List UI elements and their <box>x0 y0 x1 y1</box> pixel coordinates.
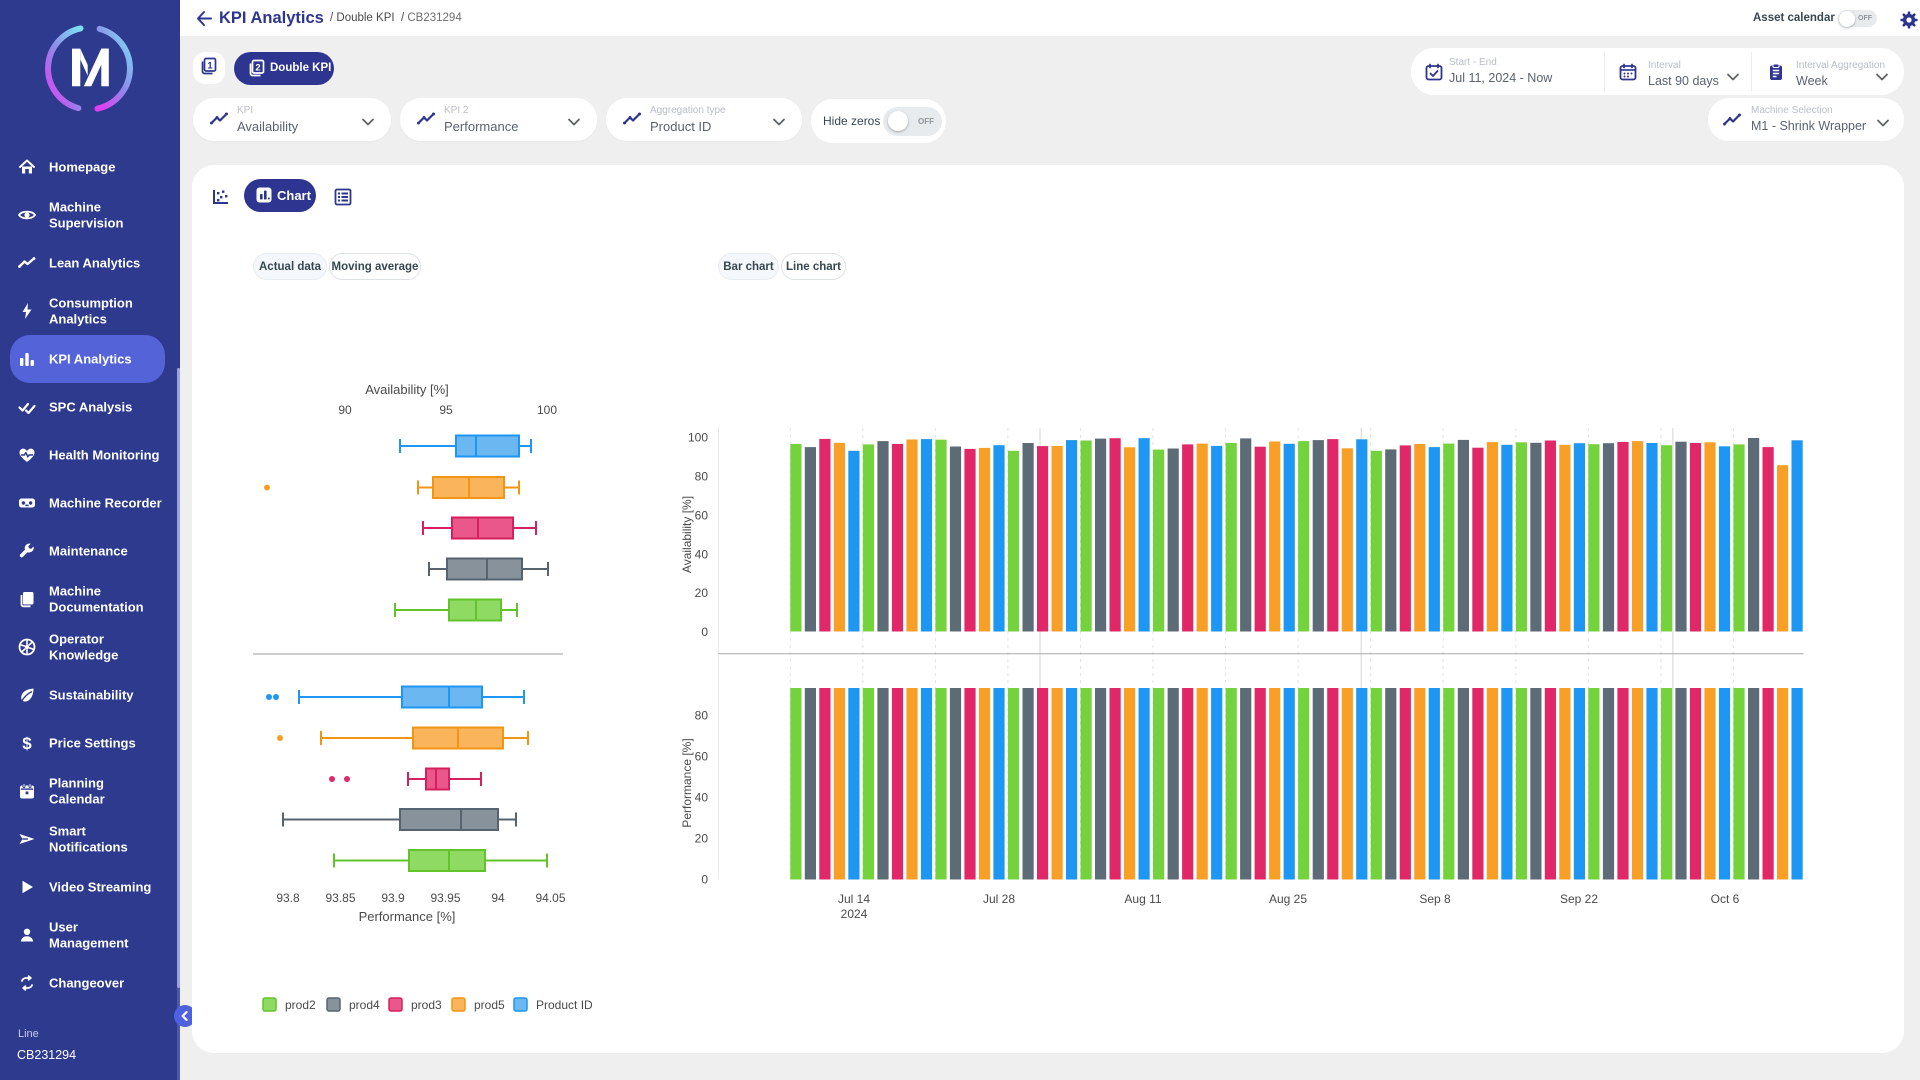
svg-text:Product ID: Product ID <box>536 998 593 1012</box>
svg-text:94.05: 94.05 <box>535 891 565 905</box>
svg-text:0: 0 <box>701 873 708 887</box>
svg-text:60: 60 <box>695 749 709 763</box>
svg-text:40: 40 <box>695 547 709 561</box>
svg-text:Oct 6: Oct 6 <box>1711 892 1740 906</box>
svg-text:1: 1 <box>207 61 213 72</box>
svg-text:Aug 11: Aug 11 <box>1124 892 1161 906</box>
svg-text:93.85: 93.85 <box>325 891 355 905</box>
svg-text:93.95: 93.95 <box>430 891 460 905</box>
svg-text:90: 90 <box>338 403 352 417</box>
svg-text:prod5: prod5 <box>474 998 505 1012</box>
svg-text:40: 40 <box>695 790 709 804</box>
svg-text:Aug 25: Aug 25 <box>1269 892 1307 906</box>
svg-text:Sep 22: Sep 22 <box>1560 892 1598 906</box>
svg-text:20: 20 <box>695 832 709 846</box>
svg-text:60: 60 <box>695 508 709 522</box>
svg-text:20: 20 <box>695 586 709 600</box>
svg-text:80: 80 <box>695 708 709 722</box>
svg-text:prod3: prod3 <box>411 998 442 1012</box>
svg-text:0: 0 <box>701 625 708 639</box>
svg-text:100: 100 <box>537 403 557 417</box>
svg-text:80: 80 <box>695 470 709 484</box>
svg-text:94: 94 <box>491 891 505 905</box>
svg-text:Jul 28: Jul 28 <box>983 892 1015 906</box>
svg-text:prod2: prod2 <box>285 998 316 1012</box>
svg-text:Jul 14: Jul 14 <box>838 892 870 906</box>
svg-text:93.8: 93.8 <box>276 891 300 905</box>
svg-text:$: $ <box>22 734 32 753</box>
svg-text:prod4: prod4 <box>349 998 380 1012</box>
svg-text:Sep 8: Sep 8 <box>1419 892 1451 906</box>
svg-text:93.9: 93.9 <box>381 891 405 905</box>
svg-text:2024: 2024 <box>841 907 868 921</box>
svg-text:Performance [%]: Performance [%] <box>359 909 456 924</box>
svg-text:Availability [%]: Availability [%] <box>680 496 694 573</box>
svg-text:Performance [%]: Performance [%] <box>680 738 694 827</box>
svg-text:2: 2 <box>255 63 260 74</box>
svg-text:Availability [%]: Availability [%] <box>365 382 449 397</box>
svg-text:100: 100 <box>688 431 708 445</box>
svg-text:95: 95 <box>439 403 453 417</box>
